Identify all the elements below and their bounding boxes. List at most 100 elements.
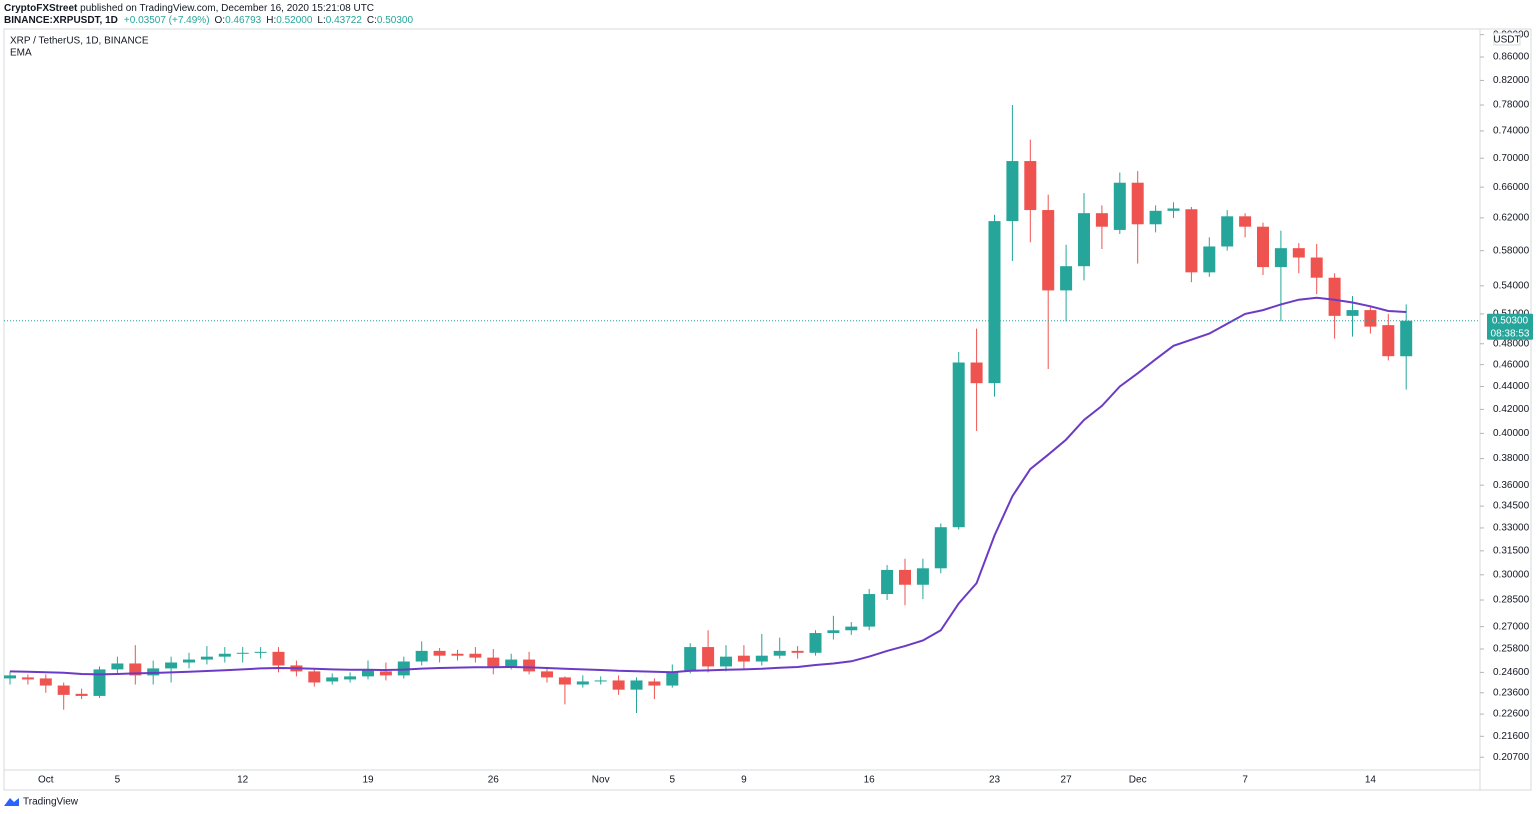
logo-icon bbox=[4, 798, 19, 806]
candle-body bbox=[755, 655, 768, 662]
candle-body bbox=[165, 662, 178, 669]
candle-body bbox=[1221, 216, 1234, 247]
x-tick-label: Nov bbox=[592, 775, 610, 786]
ema-line bbox=[9, 296, 1407, 676]
y-tick-label: 0.36000 bbox=[1493, 480, 1530, 491]
y-tick-label: 0.23600 bbox=[1493, 687, 1530, 698]
candle-body bbox=[684, 647, 697, 672]
candle-body bbox=[1113, 182, 1126, 230]
brand: TradingView bbox=[23, 797, 79, 808]
y-tick-label: 0.24600 bbox=[1493, 667, 1530, 678]
candle-body bbox=[541, 671, 553, 678]
candle-body bbox=[648, 681, 661, 686]
y-tick-label: 0.66000 bbox=[1493, 182, 1530, 193]
chart-frame bbox=[3, 28, 1532, 791]
candle-body bbox=[899, 569, 911, 585]
candle-body bbox=[236, 652, 249, 654]
candle-body bbox=[988, 221, 1001, 384]
candle-body bbox=[523, 659, 536, 672]
last-price-label: 0.50300 bbox=[1492, 315, 1529, 326]
candle-body bbox=[379, 671, 392, 676]
candle-body bbox=[1257, 226, 1269, 268]
x-tick-label: 16 bbox=[864, 775, 876, 786]
symbol: BINANCE:XRPUSDT, 1D bbox=[4, 15, 118, 26]
x-tick-label: 9 bbox=[741, 775, 747, 786]
tradingview-logo: TradingView bbox=[4, 797, 79, 808]
candle-body bbox=[272, 651, 285, 666]
candle-body bbox=[254, 651, 267, 653]
candle-body bbox=[451, 653, 464, 656]
y-tick-label: 0.82000 bbox=[1493, 75, 1530, 86]
candle-body bbox=[1006, 161, 1019, 222]
x-tick-label: 7 bbox=[1242, 775, 1248, 786]
candle-body bbox=[487, 657, 500, 667]
x-tick-label: 27 bbox=[1061, 775, 1073, 786]
publisher: CryptoFXStreet bbox=[4, 3, 78, 14]
y-tick-label: 0.22600 bbox=[1493, 709, 1530, 720]
x-tick-label: 19 bbox=[362, 775, 374, 786]
candle-body bbox=[791, 650, 804, 653]
candle-body bbox=[1292, 248, 1305, 258]
x-tick-label: 26 bbox=[488, 775, 500, 786]
y-tick-label: 0.33000 bbox=[1493, 523, 1530, 534]
y-tick-label: 0.28500 bbox=[1493, 595, 1530, 606]
candle-body bbox=[1078, 213, 1090, 267]
y-tick-label: 0.46000 bbox=[1493, 359, 1530, 370]
candle-body bbox=[970, 362, 983, 384]
candle-body bbox=[200, 656, 213, 660]
candle-body bbox=[934, 527, 947, 569]
y-tick-label: 0.62000 bbox=[1493, 213, 1530, 224]
candle-body bbox=[827, 630, 840, 634]
candle-body bbox=[952, 362, 965, 528]
candle-body bbox=[773, 650, 786, 656]
candle-body bbox=[397, 661, 410, 676]
y-tick-label: 0.31500 bbox=[1493, 545, 1530, 556]
candle-body bbox=[362, 669, 374, 677]
ohlc-line: BINANCE:XRPUSDT, 1D +0.03507 (+7.49%) O:0.… bbox=[4, 15, 413, 26]
unit-label: USDT bbox=[1493, 35, 1520, 46]
y-tick-label: 0.86000 bbox=[1493, 52, 1530, 63]
candle-body bbox=[881, 569, 894, 595]
ohlc-label: L: bbox=[317, 15, 325, 26]
published: published on TradingView.com, December 1… bbox=[80, 3, 374, 14]
x-tick-label: 5 bbox=[115, 775, 121, 786]
x-tick-label: Oct bbox=[38, 775, 54, 786]
candle-body bbox=[1310, 257, 1323, 278]
candle-body bbox=[93, 669, 106, 696]
candle-body bbox=[1024, 161, 1037, 211]
candle-body bbox=[505, 659, 518, 667]
y-tick-label: 0.25800 bbox=[1493, 644, 1530, 655]
y-tick-label: 0.21600 bbox=[1493, 731, 1530, 742]
y-tick-label: 0.42000 bbox=[1493, 404, 1530, 415]
y-tick-label: 0.74000 bbox=[1493, 126, 1530, 137]
candle-body bbox=[737, 655, 750, 662]
ohlc-value: 0.52000 bbox=[276, 15, 313, 26]
candle-body bbox=[1149, 210, 1162, 225]
candle-body bbox=[558, 677, 571, 685]
candle-body bbox=[344, 676, 357, 680]
candle-body bbox=[111, 663, 124, 670]
countdown: 08:38:53 bbox=[1491, 328, 1530, 339]
last-price-box bbox=[1487, 313, 1533, 340]
candle-body bbox=[666, 671, 679, 686]
candle-body bbox=[1042, 210, 1055, 291]
ohlc-label: C: bbox=[367, 15, 377, 26]
candle-body bbox=[576, 681, 589, 685]
y-tick-label: 0.44000 bbox=[1493, 381, 1530, 392]
candle-body bbox=[1203, 246, 1216, 273]
x-tick-label: 14 bbox=[1365, 775, 1377, 786]
candle-body bbox=[1346, 310, 1359, 316]
candle-body bbox=[845, 626, 858, 631]
candle-body bbox=[1095, 213, 1108, 227]
y-tick-label: 0.38000 bbox=[1493, 453, 1530, 464]
candle-body bbox=[1274, 248, 1287, 268]
candle-body bbox=[308, 671, 321, 683]
unit-box bbox=[1493, 32, 1521, 46]
candle-body bbox=[916, 568, 929, 585]
x-tick-label: 12 bbox=[237, 775, 249, 786]
ohlc-value: 0.46793 bbox=[225, 15, 262, 26]
candle-body bbox=[415, 650, 428, 662]
publish-line: CryptoFXStreet published on TradingView.… bbox=[4, 3, 374, 14]
